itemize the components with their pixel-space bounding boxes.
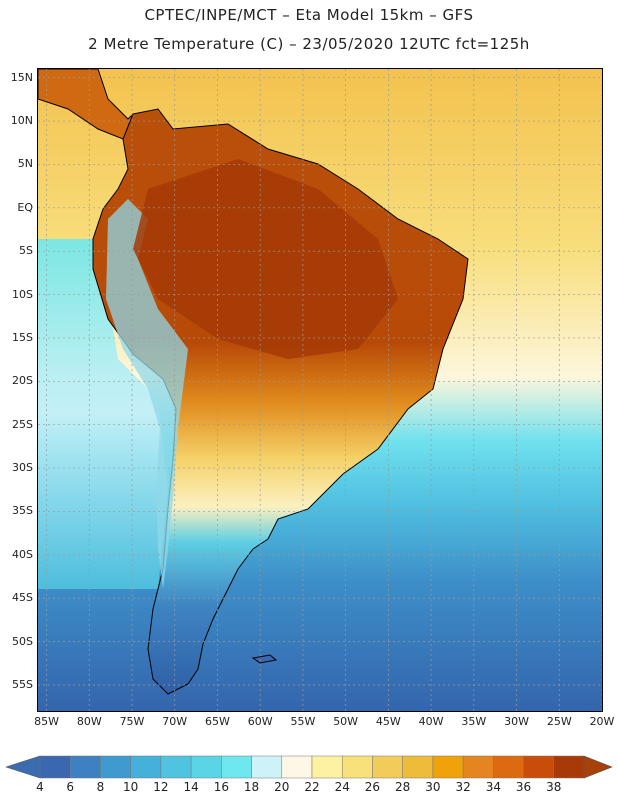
colorbar-swatch (160, 755, 192, 779)
latitude-label: 15N (10, 70, 33, 84)
latitude-label: 25S (12, 417, 33, 431)
longitude-label: 60W (247, 715, 273, 728)
longitude-label: 30W (504, 715, 529, 728)
latitude-label: 35S (12, 504, 33, 518)
temperature-map (37, 68, 603, 712)
colorbar-swatch (69, 755, 101, 779)
temperature-colorbar (5, 755, 613, 779)
longitude-label: 35W (461, 715, 487, 728)
central-america-land (38, 69, 134, 140)
colorbar-swatch (130, 755, 162, 779)
falkland-islands (251, 654, 278, 664)
longitude-label: 70W (162, 715, 188, 728)
colorbar-tick-label: 10 (123, 780, 139, 794)
colorbar-tick-label: 32 (455, 780, 471, 794)
colorbar-swatch (281, 755, 313, 779)
colorbar-swatch (493, 755, 524, 779)
colorbar-tick-label: 6 (66, 780, 75, 794)
colorbar-tick-label: 16 (213, 780, 229, 794)
latitude-label: EQ (17, 200, 33, 214)
colorbar-tick-label: 8 (96, 780, 105, 794)
colorbar-tick-label: 26 (364, 780, 381, 794)
longitude-label: 85W (34, 715, 59, 728)
colorbar-swatch (372, 755, 403, 779)
longitude-label: 50W (333, 715, 359, 728)
latitude-label: 10S (12, 287, 33, 301)
colorbar-tick-label: 24 (334, 780, 350, 794)
latitude-label: 20S (12, 374, 33, 388)
longitude-label: 40W (418, 715, 444, 728)
longitude-label: 20W (589, 715, 615, 728)
longitude-label: 45W (375, 715, 401, 728)
colorbar-swatch (341, 755, 373, 779)
longitude-label: 65W (205, 715, 230, 728)
colorbar-tick-label: 34 (485, 780, 501, 794)
colorbar-swatch (432, 755, 464, 779)
colorbar-tick-label: 38 (546, 780, 562, 794)
colorbar-tick-label: 36 (515, 780, 532, 794)
latitude-label: 5S (19, 244, 33, 258)
colorbar-swatch (190, 755, 222, 779)
colorbar-swatch (100, 755, 131, 779)
latitude-label: 50S (12, 634, 33, 648)
longitude-label: 25W (546, 715, 572, 728)
latitude-label: 55S (12, 677, 33, 691)
longitude-label: 80W (76, 715, 102, 728)
longitude-label: 55W (290, 715, 316, 728)
latitude-label: 30S (12, 461, 33, 475)
andes-cool-band (106, 199, 188, 589)
colorbar-tick-label: 18 (243, 780, 260, 794)
colorbar-swatch (39, 755, 71, 779)
latitude-label: 45S (12, 591, 33, 605)
map-subtitle: 2 Metre Temperature (C) – 23/05/2020 12U… (88, 35, 530, 53)
latitude-label: 15S (12, 330, 33, 344)
colorbar-swatch (523, 755, 555, 779)
colorbar-tick-label: 14 (183, 780, 199, 794)
amazon-hot-core (133, 159, 398, 359)
colorbar-swatch (251, 755, 283, 779)
colorbar-swatch (462, 755, 494, 779)
latitude-label: 10N (10, 114, 33, 128)
graticule (38, 69, 602, 711)
colorbar-upper-arrow (583, 755, 613, 779)
colorbar-tick-label: 22 (304, 780, 320, 794)
pacific-cool-zone (38, 239, 168, 589)
colorbar-swatch (553, 755, 585, 779)
colorbar-tick-label: 30 (425, 780, 441, 794)
colorbar-tick-label: 20 (274, 780, 290, 794)
colorbar-tick-label: 12 (153, 780, 169, 794)
map-title: CPTEC/INPE/MCT – Eta Model 15km – GFS (144, 6, 474, 24)
colorbar-swatch (311, 755, 343, 779)
colorbar-lower-arrow (5, 755, 41, 779)
longitude-label: 75W (119, 715, 145, 728)
colorbar-swatch (402, 755, 434, 779)
latitude-label: 5N (17, 157, 33, 171)
colorbar-tick-label: 28 (395, 780, 411, 794)
colorbar-tick-label: 4 (36, 780, 44, 794)
latitude-label: 40S (12, 547, 33, 561)
colorbar-swatch (221, 755, 252, 779)
